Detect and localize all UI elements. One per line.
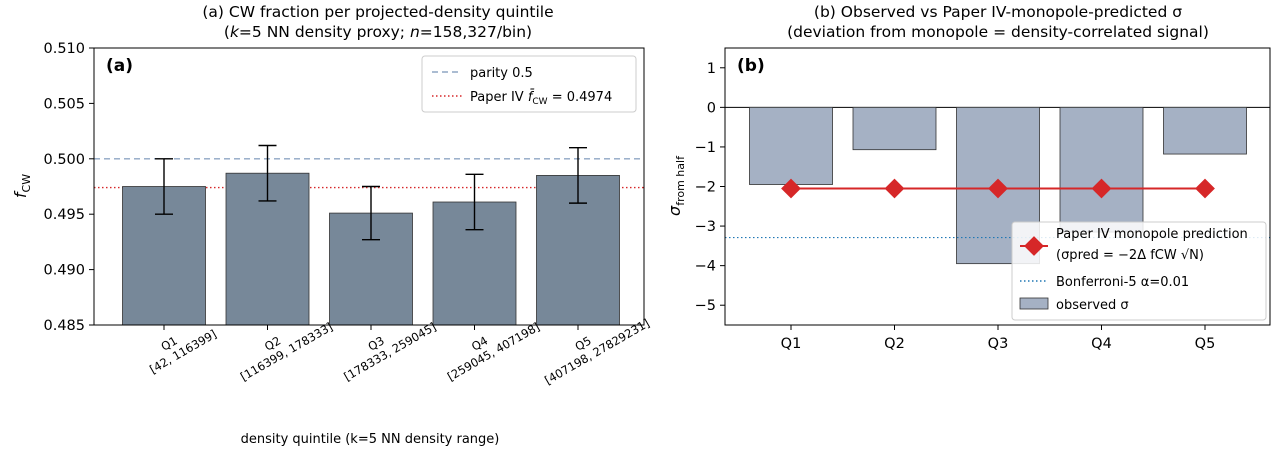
legend-bonferroni-label: Bonferroni-5 α=0.01 [1056,275,1189,290]
y-tick-label: 0.490 [43,263,85,279]
panel-b-title-line1: (b) Observed vs Paper IV-monopole-predic… [814,3,1182,21]
y-tick-label: −1 [695,140,716,156]
panel-a-label: (a) [106,56,133,76]
panel-b-frame [724,47,1271,326]
panel-a-ylabel: fCW [11,174,33,198]
x-tick-label: Q5 [1195,336,1216,352]
legend-prediction-marker [1024,236,1044,256]
x-tick-label: Q2 [884,336,905,352]
y-tick-label: 0.485 [43,318,85,334]
legend-prediction-label-line1: Paper IV monopole prediction [1056,227,1248,242]
legend-parity-label: parity 0.5 [470,66,533,81]
x-tick-label: Q1 [781,336,802,352]
x-tick-label: Q3 [988,336,1009,352]
y-tick-label: −5 [695,298,716,314]
x-tick-label-range: [259045, 407198] [445,320,542,384]
y-tick-label: 0 [707,100,716,116]
panel-a-title-line1: (a) CW fraction per projected-density qu… [202,3,553,21]
observed-bar-q4 [1059,106,1144,233]
panel-a-legend: parity 0.5 Paper IV f̄CW = 0.4974 [421,55,637,113]
y-tick-label: −3 [695,219,716,235]
y-tick-label: −4 [695,259,716,275]
x-tick-label-range: [42, 116399] [147,327,219,377]
legend-observed-swatch [1019,297,1049,310]
observed-bar-q1 [749,106,833,185]
observed-bar-q5 [1163,106,1247,155]
panel-b-ylabel: σfrom half [665,155,687,216]
panel-b-label: (b) [737,56,765,76]
panel-a-title-line2: (k=5 NN density proxy; n=158,327/bin) [224,23,532,41]
observed-bar-q2 [852,106,937,151]
legend-paper-iv-label: Paper IV f̄CW = 0.4974 [470,90,612,107]
x-tick-label: Q4 [1091,336,1112,352]
legend-observed-label: observed σ [1056,298,1129,313]
x-tick-label-range: [407198, 27829231] [542,316,652,387]
x-tick-label-range: [116399, 178333] [238,320,335,384]
prediction-marker-q4 [1091,178,1112,199]
panel-b: (b) Observed vs Paper IV-monopole-predic… [665,3,1271,352]
panel-a-frame [93,47,645,326]
y-tick-label: −2 [695,180,716,196]
panel-a-xlabel: density quintile (k=5 NN density range) [241,432,500,447]
panel-a: (a) CW fraction per projected-density qu… [11,3,652,447]
y-tick-label: 1 [707,61,716,77]
prediction-marker-q5 [1195,178,1215,199]
legend-prediction-label-line2: (σpred = −2Δ fCW √N) [1056,248,1204,263]
y-tick-label: 0.495 [43,207,85,223]
panel-b-legend: Paper IV monopole prediction (σpred = −2… [1011,221,1267,321]
x-tick-label-range: [178333, 259045] [341,320,438,384]
y-tick-label: 0.500 [43,152,85,168]
y-tick-label: 0.505 [43,96,85,112]
panel-b-title-line2: (deviation from monopole = density-corre… [787,23,1209,41]
prediction-marker-q2 [884,178,905,199]
y-tick-label: 0.510 [43,41,85,57]
